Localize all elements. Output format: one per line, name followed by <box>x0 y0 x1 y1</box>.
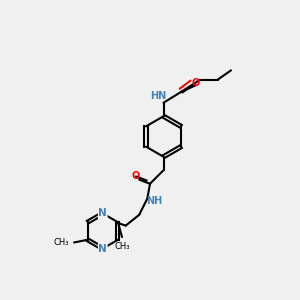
Text: NH: NH <box>146 196 162 206</box>
Text: O: O <box>131 171 139 181</box>
Text: HN: HN <box>150 92 166 101</box>
Text: O: O <box>192 77 200 88</box>
Text: CH₃: CH₃ <box>54 238 69 247</box>
Text: CH₃: CH₃ <box>114 242 130 251</box>
Text: N: N <box>98 244 107 254</box>
Text: N: N <box>98 208 107 218</box>
